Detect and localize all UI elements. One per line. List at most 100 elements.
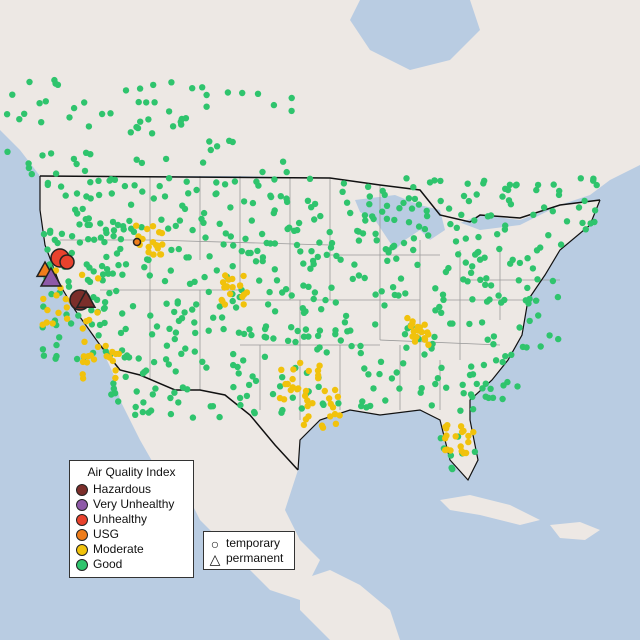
good-monitor (179, 384, 187, 391)
good-monitor (39, 152, 46, 159)
good-monitor (57, 183, 65, 190)
good-monitor (143, 99, 150, 106)
good-monitor (234, 363, 241, 371)
good-monitor (358, 402, 365, 410)
good-monitor (298, 405, 305, 412)
moderate-monitor (63, 315, 71, 322)
good-monitor (16, 116, 23, 123)
good-monitor (479, 385, 486, 392)
moderate-monitor (157, 251, 164, 258)
moderate-monitor (240, 301, 247, 308)
good-monitor (314, 332, 322, 339)
good-monitor (467, 269, 475, 276)
good-monitor (109, 218, 117, 226)
good-monitor (462, 235, 469, 242)
good-monitor (231, 178, 239, 185)
good-monitor (153, 323, 161, 330)
good-monitor (577, 175, 584, 182)
good-monitor (97, 234, 105, 241)
good-monitor (490, 333, 498, 340)
good-monitor (279, 374, 286, 381)
good-monitor (73, 355, 81, 363)
good-monitor (183, 178, 190, 185)
good-monitor (458, 211, 465, 218)
moderate-monitor (229, 284, 236, 291)
good-monitor (466, 371, 474, 379)
good-monitor (192, 329, 199, 337)
good-monitor (533, 247, 541, 254)
good-monitor (141, 264, 148, 271)
good-monitor (243, 392, 251, 400)
good-monitor (220, 241, 227, 248)
good-monitor (110, 227, 118, 234)
good-monitor (294, 327, 301, 335)
good-monitor (149, 391, 156, 398)
good-monitor (506, 181, 514, 188)
aqi-legend: Air Quality Index Hazardous Very Unhealt… (69, 460, 194, 578)
good-monitor (515, 277, 522, 284)
good-monitor (316, 327, 324, 334)
good-monitor (482, 281, 489, 288)
moderate-monitor (300, 421, 308, 429)
good-monitor (467, 391, 475, 398)
good-monitor (206, 138, 213, 145)
good-monitor (529, 265, 537, 272)
good-monitor (300, 260, 307, 267)
good-monitor (161, 193, 169, 200)
good-monitor (90, 268, 97, 275)
good-monitor (405, 219, 413, 226)
moderate-monitor (442, 446, 449, 454)
good-monitor (405, 195, 413, 202)
good-monitor (484, 336, 491, 343)
good-monitor (431, 333, 438, 341)
good-monitor (288, 107, 295, 115)
good-monitor (90, 294, 97, 301)
good-monitor (191, 278, 198, 285)
good-monitor (537, 343, 544, 350)
moderate-monitor (39, 321, 46, 328)
good-monitor (252, 258, 260, 265)
good-monitor (469, 406, 477, 413)
good-monitor (477, 276, 484, 283)
good-monitor (500, 382, 507, 389)
good-monitor (122, 87, 130, 94)
good-monitor (453, 224, 460, 231)
good-monitor (297, 248, 304, 255)
good-monitor (230, 383, 237, 391)
good-monitor (58, 230, 66, 237)
good-monitor (267, 192, 274, 199)
good-monitor (306, 175, 314, 182)
good-monitor (129, 303, 137, 310)
good-monitor (39, 346, 47, 353)
good-monitor (238, 248, 245, 255)
good-monitor (428, 402, 435, 409)
good-monitor (207, 146, 214, 154)
good-monitor (332, 299, 339, 306)
good-monitor (460, 390, 467, 397)
good-monitor (135, 98, 142, 106)
good-monitor (25, 164, 33, 172)
good-monitor (523, 344, 530, 351)
good-monitor (216, 303, 223, 310)
good-monitor (423, 212, 431, 220)
good-monitor (337, 256, 344, 263)
good-monitor (240, 198, 248, 205)
good-monitor (546, 332, 553, 339)
good-monitor (332, 327, 339, 334)
moderate-monitor (90, 356, 98, 363)
good-monitor (534, 276, 541, 283)
good-monitor (502, 353, 509, 360)
good-monitor (361, 365, 368, 372)
good-monitor (150, 358, 158, 366)
good-monitor (271, 176, 278, 183)
good-monitor (44, 181, 51, 189)
good-monitor (402, 290, 409, 297)
good-monitor (310, 295, 317, 303)
good-monitor (242, 235, 249, 242)
moderate-monitor (443, 425, 450, 432)
good-monitor (340, 180, 348, 187)
good-monitor (355, 228, 362, 235)
good-monitor (166, 325, 173, 332)
good-monitor (171, 389, 178, 396)
